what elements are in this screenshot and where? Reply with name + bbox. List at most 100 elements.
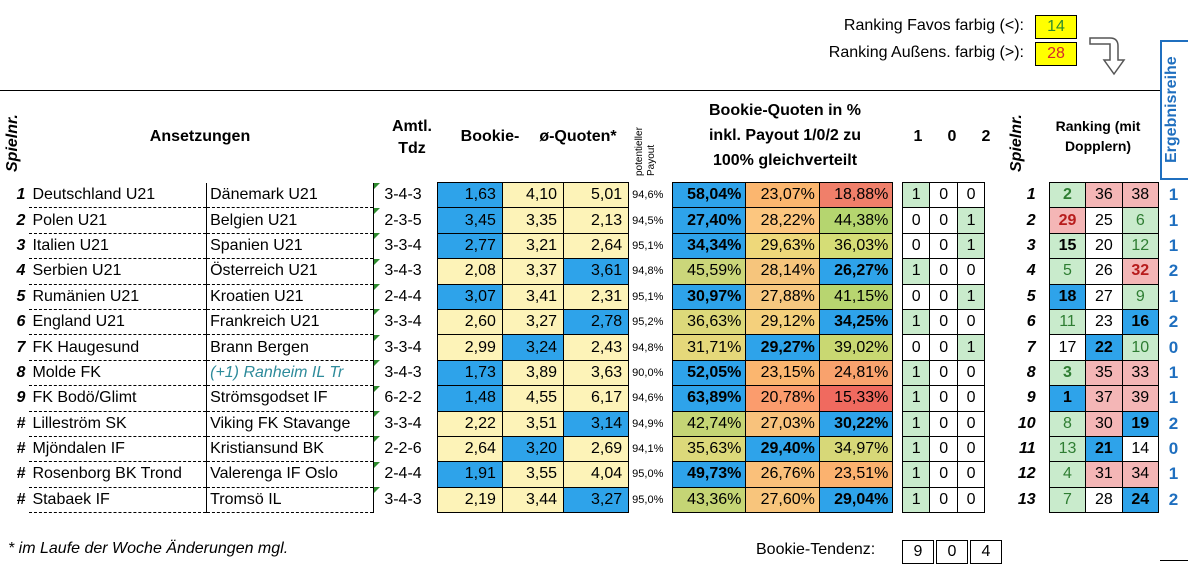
tipp-t2-cell[interactable]: 0	[956, 435, 986, 463]
tipp-t0-cell[interactable]: 0	[929, 207, 958, 234]
ergebnis-cell[interactable]: 1	[1168, 362, 1179, 382]
quote-q2-cell[interactable]: 6,17	[563, 385, 630, 412]
tipp-t2-cell[interactable]: 0	[956, 385, 986, 412]
ranking-favos-value[interactable]: 14	[1035, 15, 1077, 39]
home-team-cell[interactable]: Molde FK	[29, 360, 207, 387]
tdz-cell[interactable]: 3-4-3	[373, 360, 437, 385]
tipp-t0-cell[interactable]: 0	[929, 486, 958, 514]
tendenz-1-cell[interactable]: 9	[902, 540, 934, 564]
away-team-cell[interactable]: Kristiansund BK	[206, 436, 375, 463]
tdz-cell[interactable]: 3-3-4	[373, 334, 437, 360]
quote-q1-cell[interactable]: 1,91	[436, 461, 503, 488]
home-team-cell[interactable]: Lilleström SK	[29, 411, 207, 437]
quote-q0-cell[interactable]: 3,55	[501, 461, 565, 488]
tipp-t0-cell[interactable]: 0	[929, 410, 958, 437]
tipp-t1-cell[interactable]: 1	[902, 181, 931, 209]
quote-q1-cell[interactable]: 2,22	[436, 410, 503, 437]
ranking-aussen-value[interactable]: 28	[1035, 42, 1077, 66]
ergebnis-cell[interactable]: 1	[1168, 286, 1179, 306]
quote-q0-cell[interactable]: 4,10	[501, 181, 565, 209]
quote-q2-cell[interactable]: 3,61	[563, 258, 630, 285]
tdz-cell[interactable]: 3-3-4	[373, 411, 437, 436]
away-team-cell[interactable]: Tromsö IL	[206, 487, 375, 514]
quote-q0-cell[interactable]: 3,89	[501, 359, 565, 387]
tipp-t0-cell[interactable]: 0	[929, 435, 958, 463]
tipp-t1-cell[interactable]: 1	[902, 435, 931, 463]
tdz-cell[interactable]: 6-2-2	[373, 385, 437, 411]
quote-q0-cell[interactable]: 3,37	[501, 258, 565, 285]
away-team-cell[interactable]: Viking FK Stavange	[206, 411, 375, 437]
quote-q2-cell[interactable]: 5,01	[563, 181, 630, 209]
ergebnis-cell[interactable]: 0	[1168, 337, 1179, 357]
home-team-cell[interactable]: Polen U21	[29, 207, 207, 234]
tdz-cell[interactable]: 3-3-4	[373, 309, 437, 334]
tipp-t1-cell[interactable]: 1	[902, 359, 931, 387]
quote-q0-cell[interactable]: 3,21	[501, 232, 565, 260]
quote-q0-cell[interactable]: 3,27	[501, 308, 565, 336]
ergebnis-cell[interactable]: 1	[1168, 388, 1179, 408]
tipp-t0-cell[interactable]: 0	[929, 385, 958, 412]
away-team-cell[interactable]: Spanien U21	[206, 233, 375, 260]
home-team-cell[interactable]: Italien U21	[29, 233, 207, 260]
quote-q0-cell[interactable]: 3,24	[501, 334, 565, 361]
tipp-t0-cell[interactable]: 0	[929, 334, 958, 361]
tipp-t2-cell[interactable]: 1	[956, 334, 986, 361]
away-team-cell[interactable]: Kroatien U21	[206, 284, 375, 310]
quote-q1-cell[interactable]: 2,08	[436, 258, 503, 285]
tipp-t1-cell[interactable]: 1	[902, 308, 931, 336]
tipp-t0-cell[interactable]: 0	[929, 308, 958, 336]
quote-q2-cell[interactable]: 2,43	[563, 334, 630, 361]
home-team-cell[interactable]: Rosenborg BK Trond	[29, 461, 207, 488]
tipp-t0-cell[interactable]: 0	[929, 258, 958, 285]
ergebnis-cell[interactable]: 1	[1168, 235, 1179, 255]
quote-q1-cell[interactable]: 3,45	[436, 207, 503, 234]
quote-q0-cell[interactable]: 3,20	[501, 435, 565, 463]
ergebnis-cell[interactable]: 2	[1168, 413, 1179, 433]
quote-q0-cell[interactable]: 3,51	[501, 410, 565, 437]
tipp-t1-cell[interactable]: 0	[902, 207, 931, 234]
ergebnis-cell[interactable]: 2	[1168, 312, 1179, 332]
tipp-t1-cell[interactable]: 0	[902, 232, 931, 260]
home-team-cell[interactable]: FK Bodö/Glimt	[29, 385, 207, 412]
quote-q0-cell[interactable]: 3,35	[501, 207, 565, 234]
away-team-cell[interactable]: Strömsgodset IF	[206, 385, 375, 412]
quote-q1-cell[interactable]: 1,73	[436, 359, 503, 387]
away-team-cell[interactable]: Brann Bergen	[206, 334, 375, 361]
tipp-t1-cell[interactable]: 1	[902, 258, 931, 285]
ergebnis-cell[interactable]: 1	[1168, 185, 1179, 205]
ergebnis-cell[interactable]: 2	[1168, 489, 1179, 509]
away-team-cell[interactable]: Valerenga IF Oslo	[206, 461, 375, 488]
away-team-cell[interactable]: (+1) Ranheim IL Tr	[206, 360, 375, 387]
quote-q2-cell[interactable]: 2,69	[563, 435, 630, 463]
quote-q1-cell[interactable]: 1,48	[436, 385, 503, 412]
home-team-cell[interactable]: Serbien U21	[29, 258, 207, 285]
tipp-t2-cell[interactable]: 0	[956, 181, 986, 209]
tipp-t2-cell[interactable]: 0	[956, 486, 986, 514]
tdz-cell[interactable]: 2-4-4	[373, 461, 437, 487]
quote-q2-cell[interactable]: 3,27	[563, 486, 630, 514]
home-team-cell[interactable]: FK Haugesund	[29, 334, 207, 361]
home-team-cell[interactable]: Stabaek IF	[29, 487, 207, 514]
tipp-t1-cell[interactable]: 1	[902, 410, 931, 437]
home-team-cell[interactable]: Rumänien U21	[29, 284, 207, 310]
quote-q1-cell[interactable]: 3,07	[436, 283, 503, 310]
away-team-cell[interactable]: Frankreich U21	[206, 309, 375, 336]
tipp-t2-cell[interactable]: 0	[956, 308, 986, 336]
tendenz-2-cell[interactable]: 4	[970, 540, 1002, 564]
quote-q2-cell[interactable]: 3,14	[563, 410, 630, 437]
away-team-cell[interactable]: Dänemark U21	[206, 182, 375, 209]
tipp-t1-cell[interactable]: 1	[902, 385, 931, 412]
tdz-cell[interactable]: 3-4-3	[373, 182, 437, 208]
ergebnis-cell[interactable]: 1	[1168, 210, 1179, 230]
quote-q1-cell[interactable]: 2,99	[436, 334, 503, 361]
quote-q1-cell[interactable]: 2,64	[436, 435, 503, 463]
quote-q1-cell[interactable]: 2,19	[436, 486, 503, 514]
quote-q1-cell[interactable]: 2,77	[436, 232, 503, 260]
tipp-t0-cell[interactable]: 0	[929, 181, 958, 209]
home-team-cell[interactable]: Mjöndalen IF	[29, 436, 207, 463]
tdz-cell[interactable]: 2-4-4	[373, 284, 437, 309]
tipp-t1-cell[interactable]: 0	[902, 334, 931, 361]
tendenz-0-cell[interactable]: 0	[936, 540, 968, 564]
tipp-t0-cell[interactable]: 0	[929, 283, 958, 310]
tdz-cell[interactable]: 3-4-3	[373, 258, 437, 284]
